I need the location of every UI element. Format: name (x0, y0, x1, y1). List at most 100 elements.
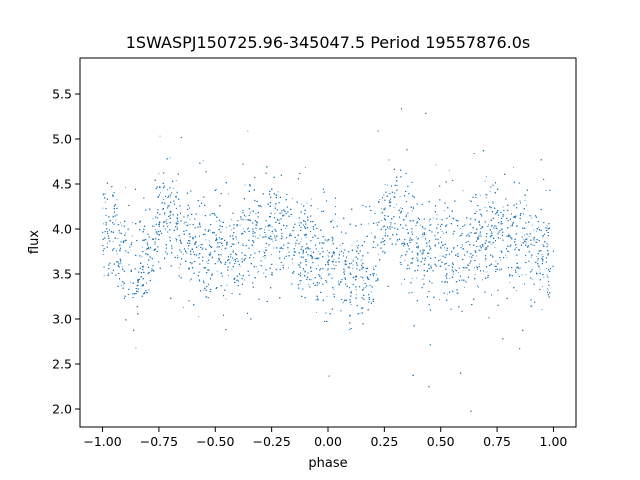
data-point (121, 225, 123, 227)
data-point (396, 240, 398, 242)
data-point (360, 260, 362, 262)
data-point (502, 222, 504, 224)
data-point (457, 255, 459, 257)
data-point (526, 242, 527, 244)
data-point (115, 219, 117, 221)
data-point (421, 278, 423, 280)
data-point (530, 305, 532, 307)
data-point (310, 198, 312, 200)
data-point (443, 281, 445, 283)
data-point (245, 215, 247, 217)
data-point (384, 252, 386, 254)
data-point (339, 251, 341, 253)
data-point (546, 274, 548, 276)
data-point (211, 257, 213, 259)
data-point (462, 248, 464, 250)
data-point (244, 279, 246, 281)
data-point (525, 274, 527, 276)
data-point (285, 227, 287, 229)
data-point (344, 270, 346, 272)
data-point (428, 220, 430, 222)
data-point (331, 240, 333, 242)
data-point (301, 203, 303, 205)
data-point (331, 219, 333, 221)
data-point (384, 183, 386, 185)
data-point (197, 254, 199, 256)
data-point (117, 237, 119, 239)
data-point (525, 241, 527, 243)
data-point (406, 243, 408, 244)
data-point (476, 210, 478, 212)
data-point (538, 264, 540, 266)
data-point (332, 239, 334, 241)
data-point (186, 252, 188, 254)
data-point (251, 210, 253, 212)
data-point (189, 218, 191, 220)
data-point (367, 223, 369, 225)
data-point (344, 261, 346, 263)
data-point (541, 286, 543, 288)
data-point (287, 267, 289, 269)
data-point (270, 263, 272, 265)
data-point (515, 247, 516, 249)
data-point (292, 198, 294, 200)
data-point (362, 289, 364, 291)
data-point (508, 233, 510, 235)
data-point (326, 295, 328, 297)
data-point (142, 265, 144, 267)
data-point (159, 135, 161, 137)
data-point (337, 280, 339, 282)
data-point (417, 259, 418, 261)
data-point (508, 251, 510, 253)
data-point (306, 247, 308, 249)
data-point (183, 223, 185, 225)
data-point (313, 234, 315, 236)
data-point (125, 232, 127, 234)
data-point (371, 291, 373, 293)
data-point (355, 289, 357, 291)
data-point (165, 219, 167, 221)
data-point (216, 270, 218, 272)
data-point (328, 256, 330, 258)
data-point (399, 256, 401, 258)
data-point (239, 274, 241, 276)
data-point (245, 219, 247, 221)
data-point (227, 275, 229, 277)
data-point (130, 281, 132, 283)
data-point (521, 274, 523, 276)
data-point (387, 227, 389, 229)
data-point (351, 244, 353, 246)
data-point (448, 170, 450, 172)
data-point (116, 199, 118, 201)
data-point (169, 196, 171, 198)
data-point (383, 194, 385, 196)
data-point (199, 253, 201, 255)
data-point (376, 274, 378, 276)
data-point (433, 217, 435, 219)
data-point (242, 243, 244, 245)
data-point (272, 240, 274, 242)
data-point (302, 252, 304, 254)
data-point (278, 222, 280, 224)
data-point (523, 242, 525, 244)
data-point (177, 255, 179, 257)
data-point (531, 224, 533, 226)
data-point (381, 207, 383, 209)
data-point (276, 269, 278, 271)
data-point (404, 259, 406, 261)
data-point (546, 288, 548, 290)
data-point (175, 240, 177, 242)
data-point (393, 206, 395, 208)
data-point (106, 242, 108, 244)
data-point (247, 130, 249, 132)
data-point (374, 247, 376, 249)
data-point (259, 234, 261, 236)
data-point (524, 234, 526, 236)
data-point (308, 284, 310, 286)
data-point (326, 250, 328, 252)
data-point (264, 257, 266, 259)
data-point (468, 232, 470, 234)
data-point (175, 180, 177, 182)
data-point (120, 284, 122, 286)
data-point (474, 267, 476, 269)
